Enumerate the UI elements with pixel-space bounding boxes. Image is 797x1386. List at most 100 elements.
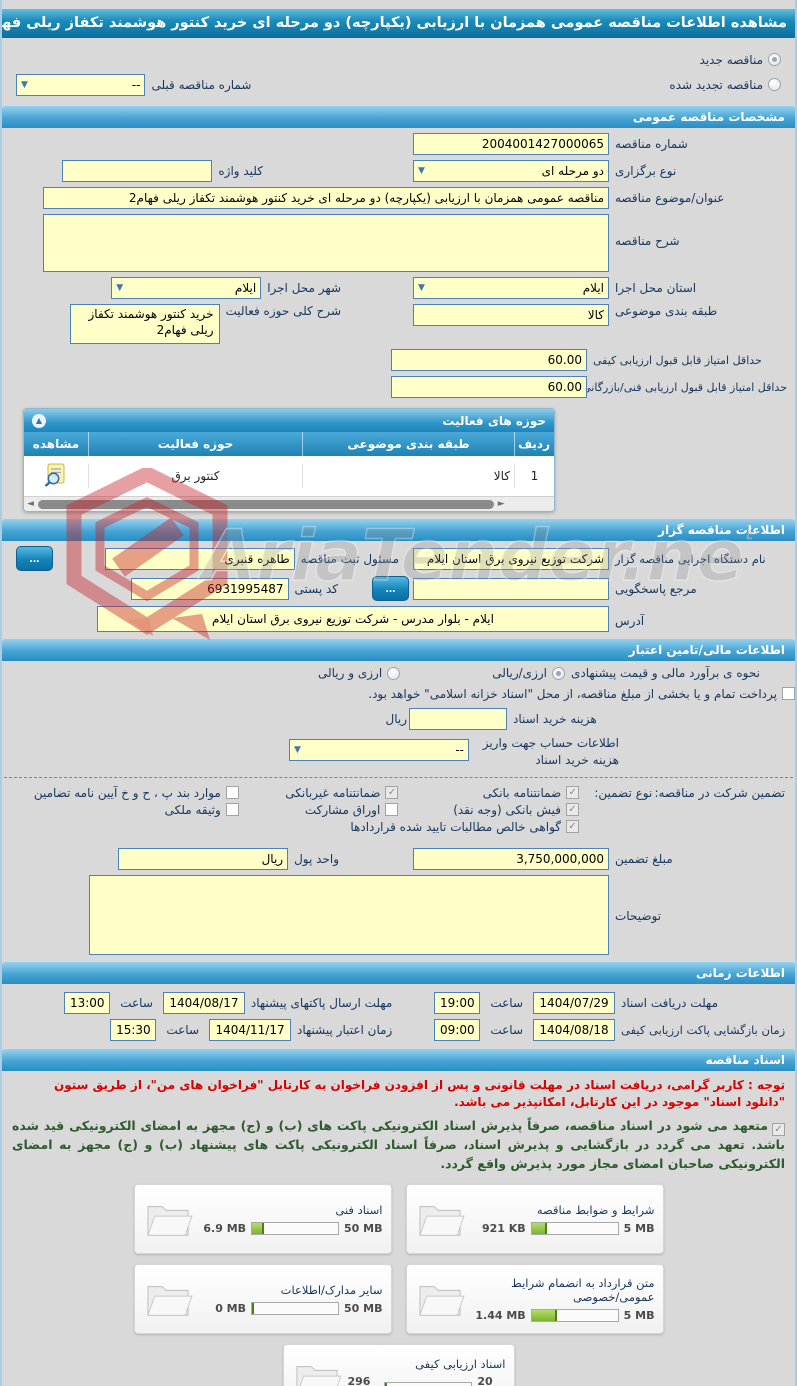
chevron-down-icon: ▼ bbox=[294, 745, 301, 755]
upload-terms-card[interactable]: شرایط و ضوابط مناقصه 921 KB 5 MB bbox=[405, 1183, 664, 1254]
category-field[interactable]: کالا bbox=[413, 304, 609, 326]
quality-opening-time[interactable]: 09:00 bbox=[434, 1018, 481, 1041]
address-field[interactable]: ایلام - بلوار مدرس - شرکت توزیع نیروی بر… bbox=[97, 606, 609, 632]
radio-new-tender[interactable] bbox=[768, 53, 781, 66]
checkbox-property-collateral[interactable] bbox=[225, 803, 239, 817]
radio-renewed-tender[interactable] bbox=[768, 78, 781, 91]
description-label: شرح مناقصه bbox=[615, 234, 680, 248]
subject-field[interactable]: مناقصه عمومی همزمان با ارزیابی (یکپارچه)… bbox=[43, 187, 609, 209]
checkbox-bank-guarantee[interactable] bbox=[566, 786, 580, 800]
agency-more-button[interactable]: ... bbox=[16, 546, 53, 571]
registrar-label: مسئول ثبت مناقصه bbox=[300, 551, 399, 566]
upload-used-size: 0 MB bbox=[215, 1301, 247, 1315]
section-general: شماره مناقصه 2004001427000065 نوع برگزار… bbox=[2, 133, 795, 512]
address-label: آدرس bbox=[615, 614, 645, 628]
bid-validity-date[interactable]: 1404/11/17 bbox=[209, 1018, 292, 1041]
previous-tender-value: -- bbox=[131, 77, 141, 92]
treasury-checkbox[interactable] bbox=[782, 687, 795, 700]
doc-receipt-deadline-date[interactable]: 1404/07/29 bbox=[533, 991, 615, 1014]
horizontal-scrollbar[interactable]: ◄ ► bbox=[24, 496, 554, 511]
upload-used-size: 921 KB bbox=[481, 1221, 526, 1235]
province-select[interactable]: ایلام ▼ bbox=[413, 277, 609, 299]
bid-validity-time[interactable]: 15:30 bbox=[110, 1018, 157, 1041]
section-timing: مهلت دریافت اسناد 1404/07/29 ساعت 19:00 … bbox=[2, 991, 795, 1041]
reference-field[interactable] bbox=[413, 577, 609, 600]
upload-technical-card[interactable]: اسناد فنی 6.9 MB 50 MB bbox=[133, 1183, 392, 1254]
upload-contract-card[interactable]: متن قرارداد به انضمام شرایط عمومی/خصوصی … bbox=[405, 1263, 664, 1334]
section-general-header: مشخصات مناقصه عمومی bbox=[2, 106, 795, 128]
keyword-input[interactable] bbox=[62, 160, 213, 182]
upload-quality-eval-card[interactable]: اسناد ارزیابی کیفی 296 KB 20 MB bbox=[282, 1343, 515, 1386]
reference-more-button[interactable]: ... bbox=[372, 576, 409, 601]
city-label: شهر محل اجرا bbox=[267, 281, 341, 295]
radio-currency-and-rial[interactable] bbox=[387, 666, 401, 680]
upload-progress-bar bbox=[251, 1301, 340, 1315]
currency-field[interactable]: ریال bbox=[118, 847, 289, 870]
chevron-down-icon: ▼ bbox=[418, 283, 425, 293]
doc-receipt-deadline-time[interactable]: 19:00 bbox=[434, 991, 481, 1014]
col-category: طبقه بندی موضوعی bbox=[302, 432, 514, 456]
hold-type-label: نوع برگزاری bbox=[615, 164, 677, 178]
checkbox-participation-bonds[interactable] bbox=[385, 803, 399, 817]
checkbox-bank-receipt[interactable] bbox=[566, 803, 579, 817]
guarantee-row-2: فیش بانکی (وجه نقد) اوراق مشارکت وثیقه م… bbox=[10, 803, 579, 817]
checkbox-nonbank-guarantee[interactable] bbox=[385, 786, 399, 800]
scope-label: شرح کلی حوزه فعالیت bbox=[225, 304, 342, 318]
view-row-icon[interactable] bbox=[24, 458, 88, 495]
description-textarea[interactable] bbox=[43, 214, 609, 272]
radio-rial[interactable] bbox=[552, 666, 565, 680]
min-technical-score-field[interactable]: 60.00 bbox=[391, 376, 587, 398]
folder-icon bbox=[146, 1205, 193, 1236]
upload-used-size: 6.9 MB bbox=[203, 1221, 247, 1235]
divider bbox=[4, 776, 793, 778]
scroll-left-icon[interactable]: ◄ bbox=[27, 498, 34, 509]
checkbox-bylaw-items[interactable] bbox=[225, 786, 239, 800]
notes-textarea[interactable] bbox=[89, 874, 609, 955]
download-notice: توجه : کاربر گرامی، دریافت اسناد در مهلت… bbox=[54, 1077, 785, 1109]
category-label: طبقه بندی موضوعی bbox=[615, 304, 718, 318]
bid-validity-label: زمان اعتبار پیشنهاد bbox=[297, 1022, 393, 1037]
radio-currency-and-rial-label: ارزی و ریالی bbox=[317, 666, 383, 680]
doc-fee-input[interactable] bbox=[409, 708, 507, 730]
tender-mode-group: مناقصه جدید مناقصه تجدید شده شماره مناقص… bbox=[2, 38, 795, 99]
esignature-agreement-checkbox[interactable] bbox=[772, 1123, 785, 1137]
guarantee-amount-field[interactable]: 3,750,000,000 bbox=[413, 847, 609, 870]
col-activity: حوزه فعالیت bbox=[88, 432, 302, 456]
quality-opening-date[interactable]: 1404/08/18 bbox=[533, 1018, 615, 1041]
tender-number-field[interactable]: 2004001427000065 bbox=[413, 133, 609, 155]
checkbox-net-claims-certificate[interactable] bbox=[566, 820, 579, 834]
scrollbar-thumb[interactable] bbox=[37, 499, 494, 509]
upload-used-size: 296 KB bbox=[347, 1375, 371, 1386]
scope-textarea[interactable]: خرید کنتور هوشمند تکفاز ریلی فهام2 bbox=[69, 304, 220, 344]
hold-type-select[interactable]: دو مرحله ای ▼ bbox=[413, 160, 609, 182]
fee-account-select[interactable]: -- ▼ bbox=[289, 739, 469, 761]
doc-fee-label: هزینه خرید اسناد bbox=[513, 712, 597, 726]
agency-field[interactable]: شرکت توزیع نیروی برق استان ایلام bbox=[413, 547, 609, 570]
registrar-field[interactable]: طاهره قنبری bbox=[104, 547, 295, 570]
agency-label: نام دستگاه اجرایی مناقصه گزار bbox=[615, 551, 766, 566]
upload-progress-bar bbox=[384, 1381, 473, 1386]
activity-table-title: حوزه های فعالیت bbox=[442, 413, 546, 428]
postal-code-field[interactable]: 6931995487 bbox=[130, 577, 289, 600]
min-quality-score-field[interactable]: 60.00 bbox=[391, 349, 587, 371]
activity-table-header-row: ردیف طبقه بندی موضوعی حوزه فعالیت مشاهده bbox=[24, 432, 554, 456]
upload-progress-bar bbox=[251, 1221, 340, 1235]
upload-max-size: 5 MB bbox=[623, 1308, 655, 1322]
scroll-right-icon[interactable]: ► bbox=[497, 498, 505, 509]
radio-new-tender-label: مناقصه جدید bbox=[699, 52, 763, 67]
previous-tender-select[interactable]: -- ▼ bbox=[16, 73, 146, 96]
section-financial: نحوه ی برآورد مالی و قیمت پیشنهادی ارزی/… bbox=[2, 666, 795, 955]
envelope-submit-deadline-date[interactable]: 1404/08/17 bbox=[162, 991, 245, 1014]
folder-icon bbox=[295, 1365, 342, 1386]
collapse-icon[interactable]: ▲ bbox=[32, 413, 46, 428]
activity-areas-table: حوزه های فعالیت ▲ ردیف طبقه بندی موضوعی … bbox=[23, 408, 555, 512]
section-employer-header: اطلاعات مناقصه گزار bbox=[2, 519, 795, 541]
min-quality-score-label: حداقل امتیاز قابل قبول ارزیابی کیفی bbox=[593, 353, 762, 367]
estimate-method-label: نحوه ی برآورد مالی و قیمت پیشنهادی bbox=[571, 666, 760, 680]
envelope-submit-deadline-time[interactable]: 13:00 bbox=[64, 991, 111, 1014]
treasury-note: پرداخت تمام و یا بخشی از مبلغ مناقصه، از… bbox=[368, 687, 777, 701]
city-select[interactable]: ایلام ▼ bbox=[111, 277, 262, 299]
table-row: 1 کالا کنتور برق bbox=[24, 456, 554, 496]
upload-other-docs-card[interactable]: سایر مدارک/اطلاعات 0 MB 50 MB bbox=[133, 1263, 392, 1334]
section-documents-header: اسناد مناقصه bbox=[2, 1048, 795, 1071]
